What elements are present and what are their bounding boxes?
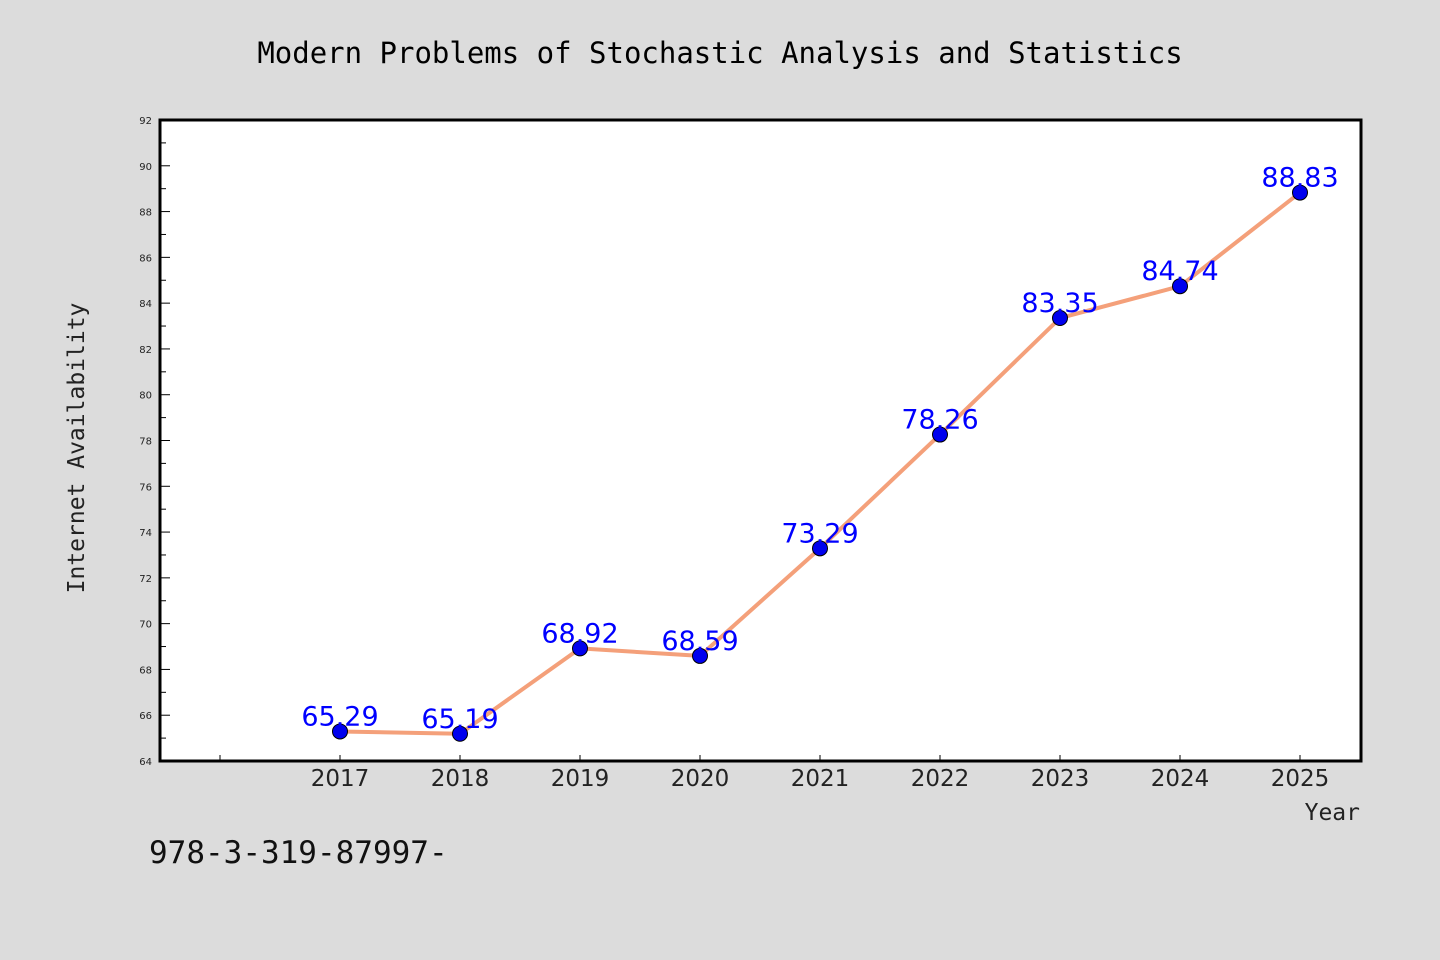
data-label: 68.92: [541, 618, 618, 649]
y-tick-label: 64: [139, 757, 152, 768]
data-point: [572, 640, 588, 657]
y-tick-label: 92: [139, 116, 152, 127]
data-point: [1292, 184, 1308, 201]
y-tick-label: 72: [139, 574, 152, 585]
y-tick-label: 84: [139, 299, 152, 310]
data-point: [1172, 278, 1188, 295]
data-point: [812, 540, 828, 557]
x-tick-label: 2018: [431, 766, 490, 792]
x-tick-label: 2023: [1031, 766, 1090, 792]
y-tick-label: 70: [139, 620, 152, 631]
x-tick-label: 2017: [311, 766, 370, 792]
y-tick-label: 68: [139, 665, 152, 676]
data-label: 65.19: [421, 704, 498, 735]
data-point: [452, 725, 468, 742]
plot-frame: [158, 118, 1363, 763]
chart-title: Modern Problems of Stochastic Analysis a…: [257, 36, 1182, 70]
y-tick-label: 78: [139, 437, 152, 448]
y-tick-label: 88: [139, 208, 152, 219]
x-tick-label: 2022: [911, 766, 970, 792]
y-tick-label: 86: [139, 253, 152, 264]
y-tick-label: 76: [139, 482, 152, 493]
y-axis-ticks: 64 66 68 70 72 74 76 78 80 82 84 86 88 90 92: [139, 116, 170, 768]
data-label: 83.35: [1021, 288, 1098, 319]
data-label: 84.74: [1141, 256, 1218, 287]
data-point: [932, 426, 948, 443]
y-tick-label: 90: [139, 162, 152, 173]
y-tick-label: 74: [139, 528, 152, 539]
data-point: [1052, 310, 1068, 327]
isbn-annotation: 978-3-319-87997-: [149, 835, 448, 871]
y-tick-label: 82: [139, 345, 152, 356]
x-tick-label: 2025: [1271, 766, 1330, 792]
x-tick-label: 2020: [671, 766, 730, 792]
data-label: 68.59: [661, 626, 738, 657]
y-tick-label: 66: [139, 711, 152, 722]
series-layer: 65.29 65.19 68.92 68.59 73.29 78.26 83.35 84.74…: [301, 163, 1339, 742]
data-label: 78.26: [901, 405, 978, 436]
data-point: [332, 723, 348, 740]
data-label: 88.83: [1261, 163, 1338, 194]
data-label: 65.29: [301, 701, 378, 732]
y-axis-label: Internet Availability: [64, 303, 90, 594]
plot-area: [160, 120, 1361, 761]
x-tick-label: 2024: [1151, 766, 1210, 792]
x-tick-label: 2019: [551, 766, 610, 792]
x-axis-ticks: 2017 2018 2019 2020 2021 2022 2023 2024 2025: [219, 755, 1330, 792]
x-tick-label: 2021: [791, 766, 850, 792]
data-label: 73.29: [781, 518, 858, 549]
x-axis-label: Year: [1305, 800, 1360, 826]
data-point: [692, 647, 708, 664]
y-tick-label: 80: [139, 391, 152, 402]
